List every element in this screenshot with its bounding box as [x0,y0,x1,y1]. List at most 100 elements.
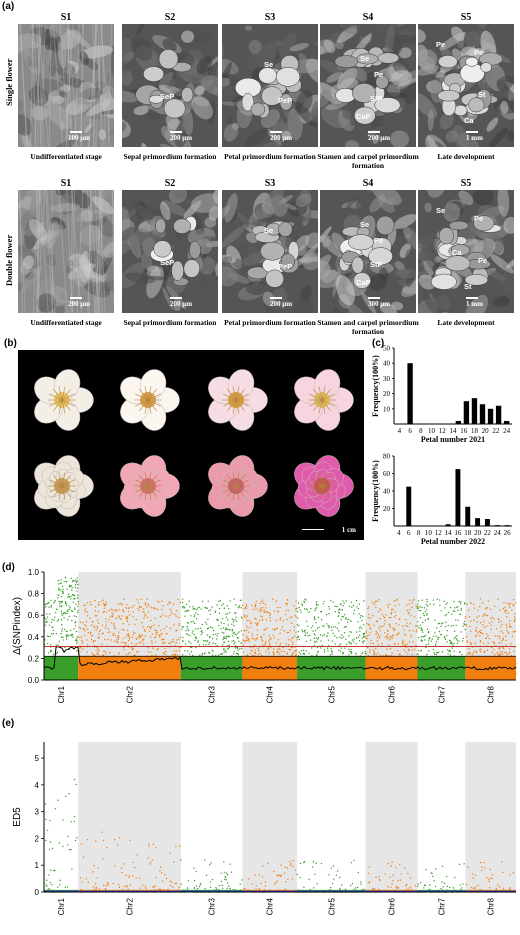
e-ytick-label-2: 2 [35,834,40,843]
c0-xtick-label-9: 22 [492,427,500,435]
c1-bar-0 [406,486,412,526]
c1-bar-2 [455,469,461,526]
panel-e-label: (e) [2,718,15,729]
c1-bar-1 [445,524,451,526]
sem-label-single-s5-4: Ca [464,116,474,125]
scale-bar-double-s5 [466,297,478,299]
sem-image-double-s1 [18,190,114,313]
c1-xtick-label-6: 16 [454,529,462,537]
c0-xtick-label-10: 24 [503,427,511,435]
sem-label-single-s2-1: SeP [160,92,175,101]
sem-label-double-s3-1: Se [264,226,274,235]
e-band-4 [242,742,298,892]
e-ytick-label-1: 1 [35,861,40,870]
c0-bar-1 [455,420,462,424]
stage-header-double-2: S2 [164,178,176,189]
e-ytick-label-5: 5 [35,754,40,763]
d-snp-index-line [43,646,517,671]
c0-ytick-label-3: 40 [383,360,391,368]
c1-xtick-label-4: 12 [435,529,443,537]
stage-header-single-2: S2 [164,12,176,23]
sem-label-double-s4-4: CaP [356,278,371,287]
stage-header-double-4: S4 [362,178,374,189]
e-points-Chr1 [43,778,79,893]
sem-label-double-s5-3: Pe [478,256,488,265]
d-ytick-label-1: 0.2 [28,654,40,663]
flower-photo-1-4 [294,369,354,431]
c0-ytick-label-2: 30 [383,375,391,383]
c0-xtick-label-4: 12 [439,427,447,435]
stage-caption-double-4: Stamen and carpel primordium formation [317,318,419,336]
sem-label-single-s5-3: St [478,90,486,99]
stage-caption-double-3: Petal primordium formation [224,318,316,327]
sem-image-double-s4 [320,190,416,313]
scale-label-single-s2: 200 μm [170,134,193,142]
sem-label-double-s3-2: PeP [278,262,293,271]
flower-photo-1-1 [34,369,94,431]
scale-label-double-s1: 200 μm [68,300,91,308]
flower-photo-2-2 [120,455,180,517]
scale-label-double-s5: 1 mm [466,300,483,308]
e-xtick-Chr7: Chr7 [437,897,446,915]
c1-xtick-label-9: 22 [484,529,492,537]
c1-xlabel: Petal number 2022 [421,537,485,546]
sem-label-double-s2-1: SeP [160,258,175,267]
scale-bar-single-s5 [466,131,478,133]
flower-photo-1-2 [120,369,180,431]
stage-caption-single-3: Petal primordium formation [224,152,316,161]
c0-xtick-label-7: 18 [471,427,479,435]
stage-caption-double-5: Late development [437,318,495,327]
e-band-2 [78,742,181,892]
e-ytick-label-3: 3 [35,808,40,817]
sem-label-single-s4-1: Se [360,54,370,63]
e-ylabel: ED5 [12,807,23,827]
scale-bar-single-s2 [170,131,182,133]
panel-d-label: (d) [2,562,15,573]
stage-caption-single-5: Late development [437,152,495,161]
stage-header-single-4: S4 [362,12,374,23]
e-xtick-Chr6: Chr6 [388,897,397,915]
scale-bar-single-s3 [270,131,282,133]
stage-header-single-5: S5 [460,12,472,23]
flower-photo-2-1 [34,455,94,517]
c0-xtick-label-0: 4 [398,427,402,435]
panel-c-label: (c) [372,338,385,349]
sem-label-double-s5-5: Ca [452,248,462,257]
c0-bar-2 [463,401,470,424]
c1-bar-5 [484,519,490,526]
d-xtick-Chr4: Chr4 [266,685,275,703]
e-points-Chr7 [416,863,466,893]
sem-image-single-s5 [418,24,514,147]
sem-label-single-s4-3: StP [370,94,383,103]
sem-image-single-s4 [320,24,416,147]
c0-ylabel: Frequency(100%) [371,355,380,417]
e-xtick-Chr3: Chr3 [208,897,217,915]
c1-xtick-label-1: 6 [407,529,411,537]
c0-xtick-label-3: 10 [428,427,436,435]
sem-label-double-s4-1: Se [360,220,370,229]
flower-scale-bar [302,528,324,530]
sem-image-single-s1 [18,24,114,147]
e-points-Chr5 [296,859,367,893]
c1-ytick-label-2: 60 [383,470,391,478]
scale-label-single-s1: 100 μm [68,134,91,142]
sem-label-single-s4-4: CaP [356,112,371,121]
sem-label-double-s5-2: Pe [474,214,484,223]
scale-label-single-s4: 200 μm [368,134,391,142]
sem-image-single-s2 [122,24,218,147]
scale-label-double-s3: 200 μm [270,300,293,308]
scale-bar-double-s1 [70,297,82,299]
c0-bar-4 [479,404,486,424]
d-ylabel: Δ(SNPindex) [12,597,23,655]
c1-xtick-label-0: 4 [397,529,401,537]
c1-bar-3 [465,506,471,526]
c0-xtick-label-5: 14 [450,427,458,435]
flower-photo-panel: 1 cm [18,350,364,540]
c0-bar-0 [407,363,413,424]
stage-caption-single-4: Stamen and carpel primordium formation [317,152,419,170]
sem-label-single-s5-2: Pe [474,48,484,57]
d-xtick-Chr7: Chr7 [437,685,446,703]
c1-xtick-label-3: 10 [425,529,433,537]
e-xtick-Chr2: Chr2 [126,897,135,915]
